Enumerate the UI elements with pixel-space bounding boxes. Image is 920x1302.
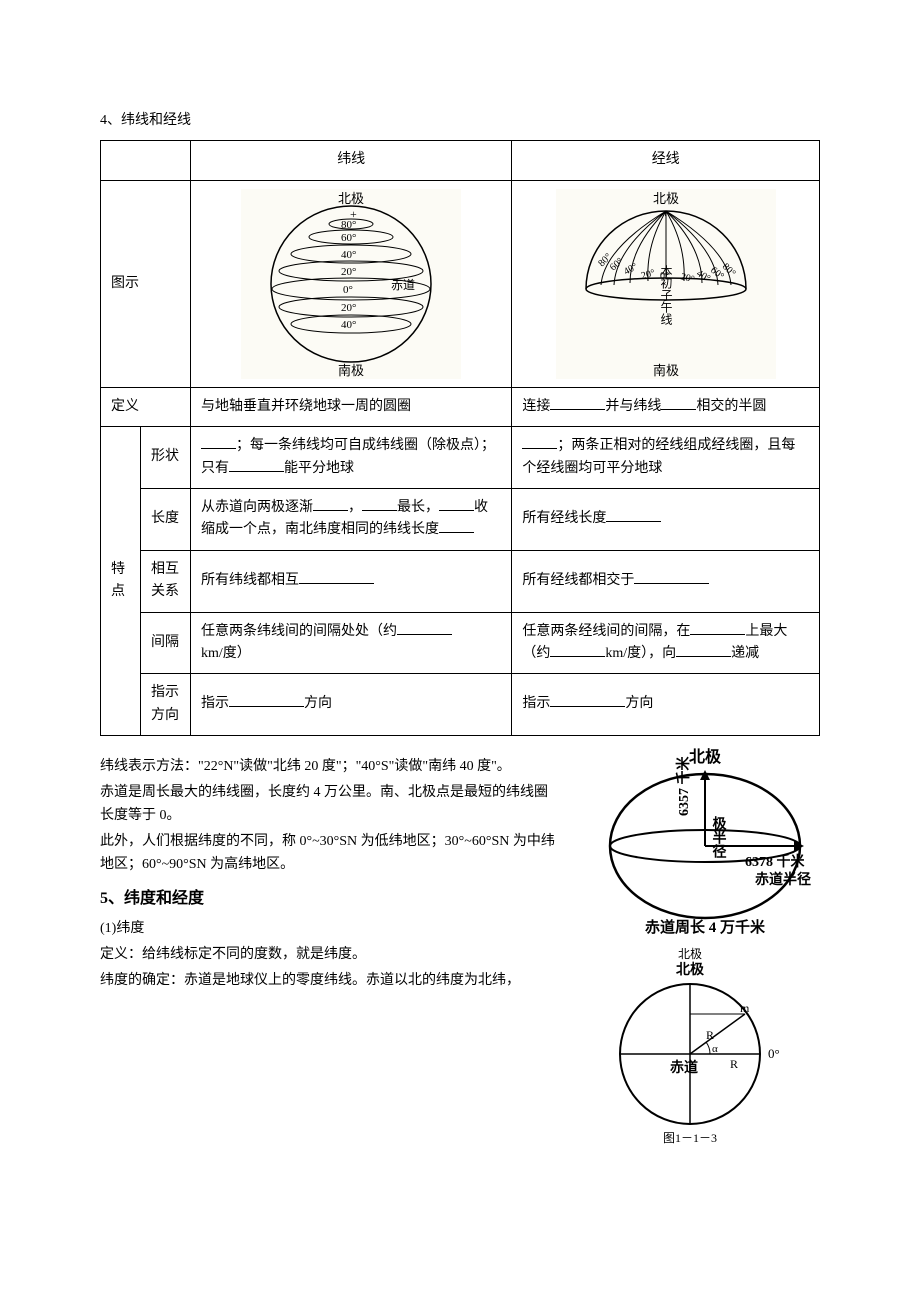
lon-length: 所有经线长度 <box>512 488 820 550</box>
svg-text:6378 千米: 6378 千米 <box>745 853 805 870</box>
svg-text:m: m <box>740 1001 750 1015</box>
svg-text:北极: 北极 <box>676 961 705 978</box>
svg-text:图1－1－3: 图1－1－3 <box>663 1131 717 1144</box>
svg-text:北极: 北极 <box>678 947 702 961</box>
lon-globe-cell: 北极 + 80° 60° 40° 20° 0° 20° 40° <box>512 180 820 387</box>
svg-text:赤道: 赤道 <box>391 278 415 292</box>
svg-text:R: R <box>730 1057 738 1071</box>
row-length-label: 长度 <box>141 488 191 550</box>
svg-text:南极: 南极 <box>338 363 364 378</box>
svg-text:60°: 60° <box>341 232 356 244</box>
row-shape-label: 形状 <box>141 427 191 489</box>
lat-interval: 任意两条纬线间的间隔处处（约km/度） <box>191 612 512 674</box>
lat-globe-cell: 北极 + 80° 60° 40° 20° 0° 赤道 20° 40° 南极 <box>191 180 512 387</box>
row-interval-label: 间隔 <box>141 612 191 674</box>
para-3: 此外，人们根据纬度的不同，称 0°~30°SN 为低纬地区；30°~60°SN … <box>100 831 560 876</box>
svg-text:北极: 北极 <box>338 191 364 206</box>
lat-direction: 指示方向 <box>191 674 512 736</box>
svg-text:40°: 40° <box>341 319 356 331</box>
svg-text:极半径: 极半径 <box>711 815 727 859</box>
svg-text:赤道: 赤道 <box>670 1059 698 1076</box>
latitude-globe-icon: 北极 + 80° 60° 40° 20° 0° 赤道 20° 40° 南极 <box>241 189 461 379</box>
svg-text:R: R <box>706 1028 714 1042</box>
lon-def: 连接并与纬线相交的半圆 <box>512 387 820 426</box>
para-4: (1)纬度 <box>100 918 560 940</box>
lat-lon-table: 纬线 经线 图示 北极 + 80° 60° 40° 20° 0° 赤道 <box>100 140 820 736</box>
svg-text:北极: 北极 <box>689 747 722 766</box>
row-relation-label: 相互关系 <box>141 550 191 612</box>
section5-title: 5、纬度和经度 <box>100 886 560 912</box>
lon-interval: 任意两条经线间的间隔，在上最大（约km/度），向递减 <box>512 612 820 674</box>
svg-text:赤道周长 4 万千米: 赤道周长 4 万千米 <box>645 918 766 936</box>
para-5: 定义：给纬线标定不同的度数，就是纬度。 <box>100 944 560 966</box>
svg-text:赤道半径: 赤道半径 <box>755 871 811 888</box>
row-feature-label: 特点 <box>101 427 141 736</box>
svg-text:0°: 0° <box>768 1046 780 1061</box>
svg-text:0°: 0° <box>343 284 353 296</box>
svg-text:6357 千米: 6357 千米 <box>675 756 692 816</box>
longitude-globe-icon: 北极 + 80° 60° 40° 20° 0° 20° 40° <box>556 189 776 379</box>
svg-text:南极: 南极 <box>653 363 679 378</box>
header-lon: 经线 <box>512 141 820 180</box>
section4-title: 4、纬线和经线 <box>100 110 820 132</box>
para-1: 纬线表示方法："22°N"读做"北纬 20 度"；"40°S"读做"南纬 40 … <box>100 756 560 778</box>
svg-text:α: α <box>712 1043 718 1055</box>
header-lat: 纬线 <box>191 141 512 180</box>
svg-text:40°: 40° <box>341 249 356 261</box>
blank-header <box>101 141 191 180</box>
lat-shape: ；每一条纬线均可自成纬线圈（除极点）；只有能平分地球 <box>191 427 512 489</box>
para-2: 赤道是周长最大的纬线圈，长度约 4 万公里。南、北极点是最短的纬线圈长度等于 0… <box>100 782 560 827</box>
row-direction-label: 指示方向 <box>141 674 191 736</box>
lon-shape: ；两条正相对的经线组成经线圈，且每个经线圈均可平分地球 <box>512 427 820 489</box>
svg-text:20°: 20° <box>341 266 356 278</box>
lat-relation: 所有纬线都相互 <box>191 550 512 612</box>
lat-length: 从赤道向两极逐渐，最长，收缩成一个点，南北纬度相同的纬线长度 <box>191 488 512 550</box>
earth-radius-icon: 北极 6357 千米 极半径 6378 千米 赤道半径 赤道周长 4 万千米 <box>580 746 840 936</box>
lon-relation: 所有经线都相交于 <box>512 550 820 612</box>
para-6: 纬度的确定：赤道是地球仪上的零度纬线。赤道以北的纬度为北纬， <box>100 970 560 992</box>
row-illus-label: 图示 <box>101 180 191 387</box>
lat-def: 与地轴垂直并环绕地球一周的圆圈 <box>191 387 512 426</box>
svg-text:20°: 20° <box>341 302 356 314</box>
svg-text:本初子午线: 本初子午线 <box>659 264 673 324</box>
lon-direction: 指示方向 <box>512 674 820 736</box>
latitude-angle-icon: 北极 北极 m R α R 赤道 0° 图1－1－3 <box>580 944 800 1144</box>
text-and-figures: 纬线表示方法："22°N"读做"北纬 20 度"；"40°S"读做"南纬 40 … <box>100 756 820 993</box>
svg-text:80°: 80° <box>341 219 356 231</box>
svg-text:北极: 北极 <box>653 191 679 206</box>
row-def-label: 定义 <box>101 387 191 426</box>
